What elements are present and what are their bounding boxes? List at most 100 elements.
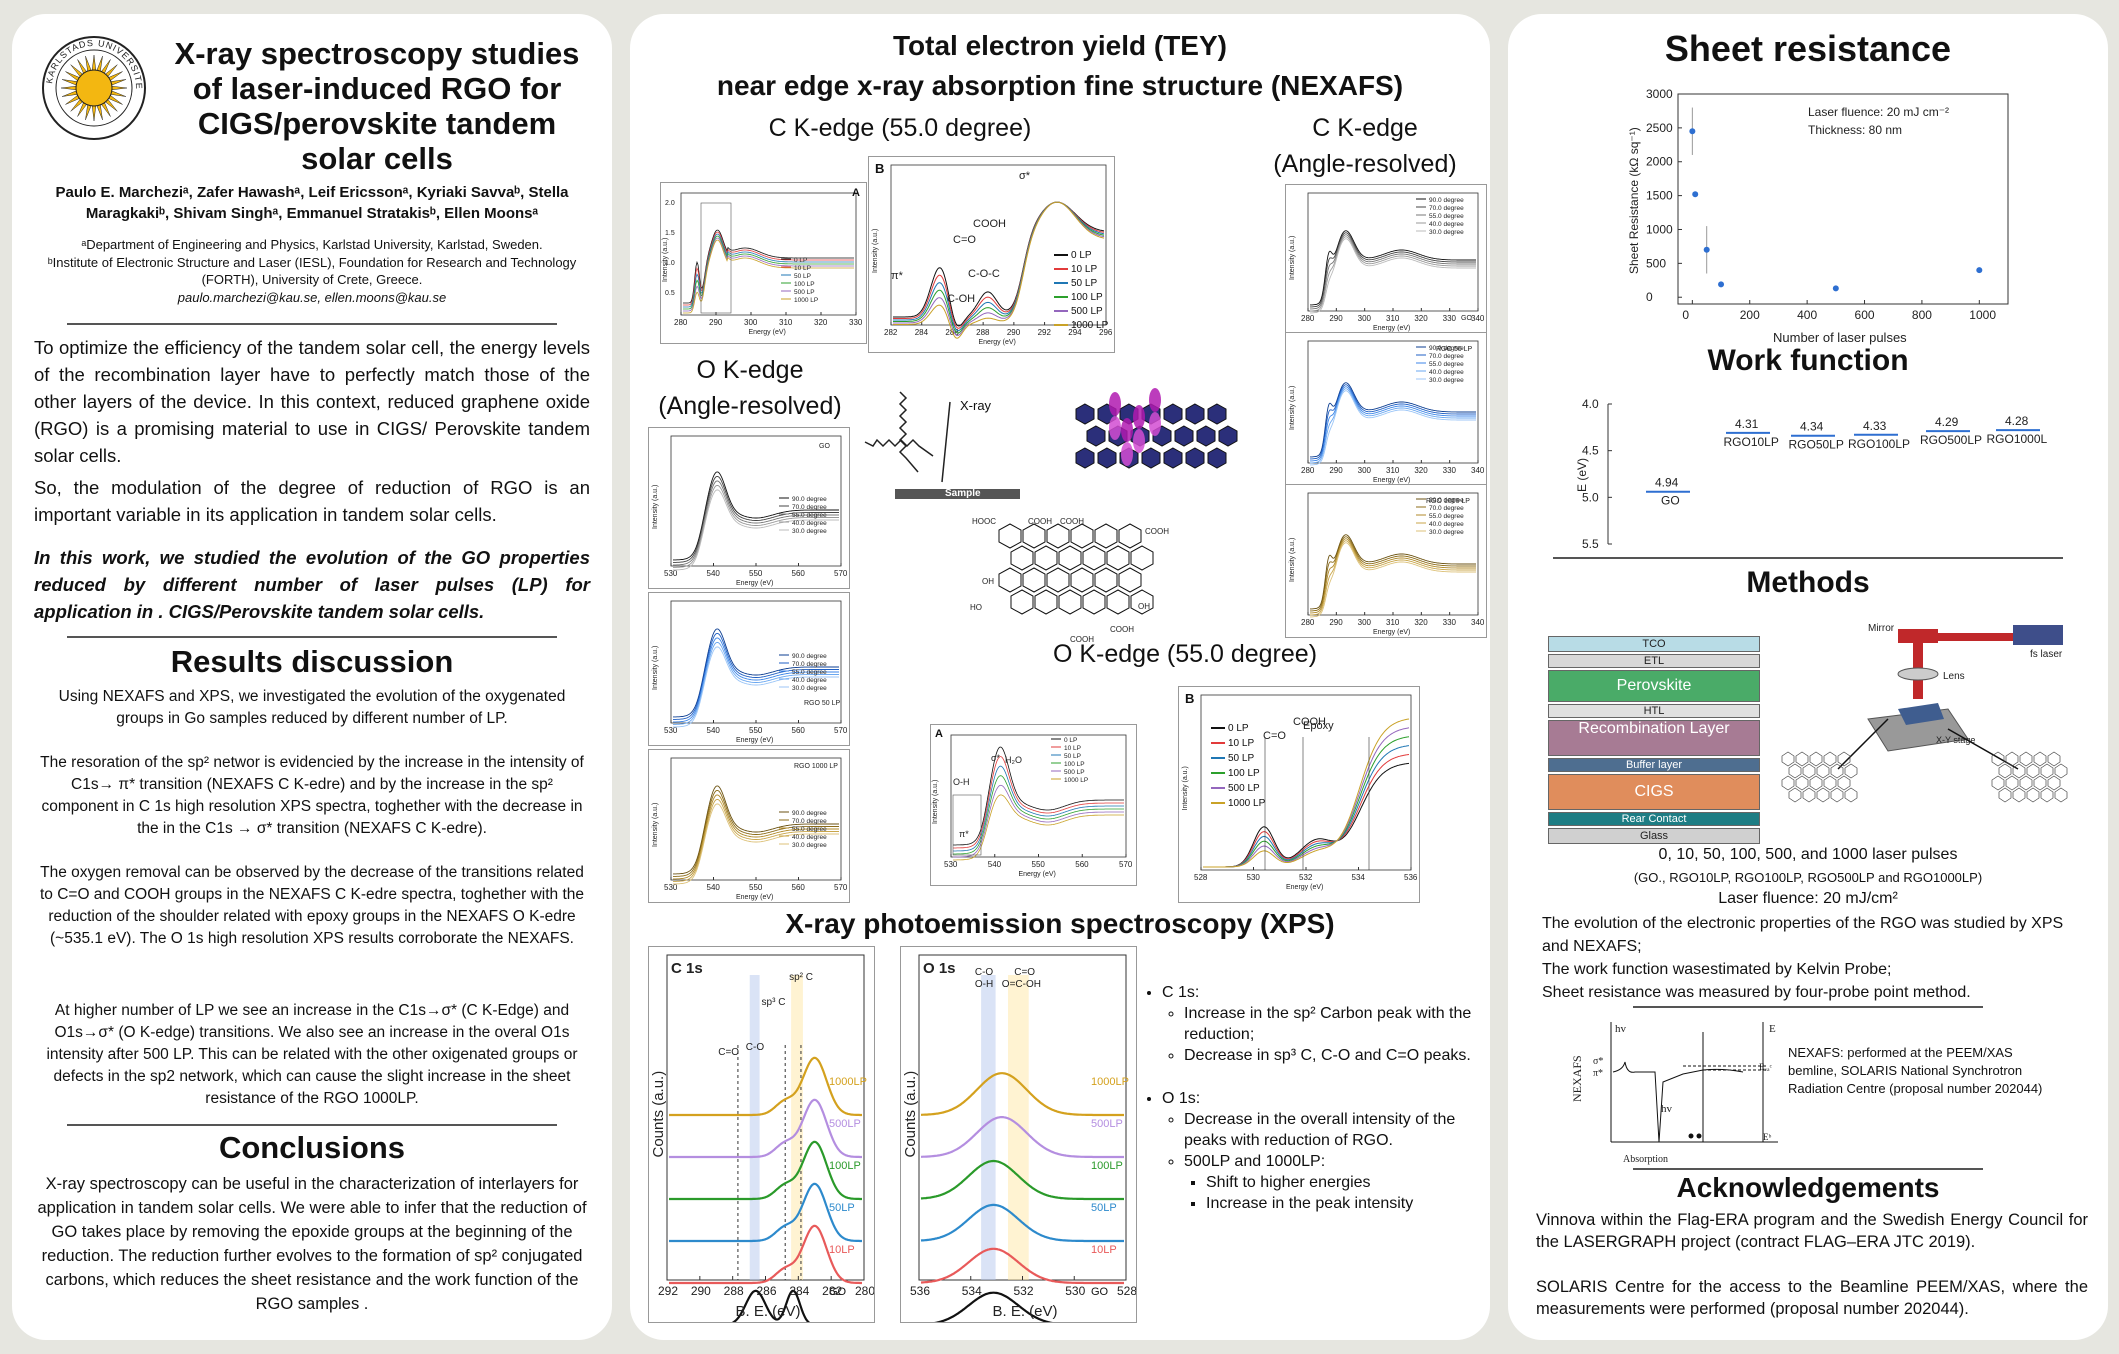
legend-label: 40.0 degree bbox=[1429, 221, 1464, 228]
rgo-ring bbox=[1837, 775, 1851, 791]
peak-annotation: π* bbox=[891, 270, 904, 282]
category-label: RGO50LP bbox=[1789, 438, 1844, 452]
acknowledgement-1: Vinnova within the Flag-ERA program and … bbox=[1536, 1211, 2088, 1251]
legend-label: 30.0 degree bbox=[1429, 377, 1464, 384]
peak-label: sp² C bbox=[789, 972, 813, 983]
tick-label: 300 bbox=[1358, 618, 1372, 627]
legend-label: 90.0 degree bbox=[792, 653, 827, 660]
tick-label: 600 bbox=[1855, 308, 1875, 322]
tick-label: 294 bbox=[1068, 328, 1082, 337]
axis-label: Energy (eV) bbox=[736, 894, 773, 901]
tick-label: 5.5 bbox=[1582, 537, 1599, 551]
axis-label: B. E. (eV) bbox=[736, 1303, 801, 1320]
tick-label: 200 bbox=[1740, 308, 1760, 322]
diagram-label: Eᵥₐᶜ bbox=[1759, 1062, 1773, 1072]
axis-label: Energy (eV) bbox=[1286, 884, 1323, 891]
lens bbox=[1897, 667, 1939, 681]
tick-label: 3000 bbox=[1646, 87, 1673, 101]
divider bbox=[1633, 1168, 1983, 1170]
sample bbox=[1898, 703, 1944, 725]
sample-label: 100LP bbox=[1091, 1160, 1123, 1172]
tick-label: 532 bbox=[1299, 873, 1313, 882]
acknowledgements-heading: Acknowledgements bbox=[1676, 1172, 1940, 1203]
spectrum-line bbox=[953, 775, 1124, 855]
legend-label: 100 LP bbox=[794, 281, 815, 288]
legend-label: 55.0 degree bbox=[792, 669, 827, 676]
axis-label: B. E. (eV) bbox=[993, 1303, 1058, 1320]
functional-group: OH bbox=[982, 577, 994, 586]
carbon-ring bbox=[1046, 523, 1070, 549]
legend-label: 30.0 degree bbox=[1429, 229, 1464, 236]
rgo-ring bbox=[2054, 787, 2068, 803]
xps-spectrum bbox=[921, 1247, 1124, 1285]
tick-label: 800 bbox=[1912, 308, 1932, 322]
stack-layer: Recombination Layer bbox=[1548, 720, 1760, 756]
diagram-label: hv bbox=[1615, 1023, 1627, 1035]
carbon-ring bbox=[1094, 523, 1118, 549]
rgo-ring bbox=[1816, 787, 1830, 803]
axis-label: Counts (a.u.) bbox=[650, 1071, 667, 1158]
poster-title: X-ray spectroscopy studies of laser-indu… bbox=[174, 36, 580, 176]
spectrum-line bbox=[673, 471, 839, 561]
legend-label: 55.0 degree bbox=[1429, 513, 1464, 520]
divider bbox=[67, 636, 557, 638]
orbital bbox=[1109, 392, 1121, 416]
legend-entry: 10 LP bbox=[1054, 263, 1108, 277]
y-axis-label: E (eV) bbox=[1575, 458, 1589, 492]
diagram-label: E bbox=[1769, 1023, 1776, 1035]
tick-label: 4.5 bbox=[1582, 444, 1599, 458]
tick-label: 530 bbox=[1247, 873, 1261, 882]
peak-annotation: C=O bbox=[953, 234, 976, 246]
panel-label: O 1s bbox=[923, 960, 956, 977]
peak-annotation: C-OH bbox=[947, 293, 975, 305]
category-label: RGO10LP bbox=[1724, 435, 1779, 449]
tick-label: 4.0 bbox=[1582, 397, 1599, 411]
legend-label: 30.0 degree bbox=[792, 685, 827, 692]
tick-label: 2500 bbox=[1646, 121, 1673, 135]
axis-label: Energy (eV) bbox=[736, 737, 773, 744]
spectrum-line bbox=[673, 637, 839, 723]
data-point bbox=[1689, 128, 1696, 135]
tick-label: 310 bbox=[779, 318, 793, 327]
peak-label: C-O bbox=[746, 1042, 765, 1053]
legend-entry: 1000 LP bbox=[1054, 319, 1108, 333]
mirror bbox=[1898, 629, 1938, 643]
intro-paragraph-1: To optimize the efficiency of the tandem… bbox=[34, 337, 590, 466]
tick-label: 280 bbox=[855, 1284, 874, 1298]
value-label: 4.34 bbox=[1800, 420, 1824, 434]
graphene-orbital-illustration bbox=[1075, 388, 1238, 469]
rgo-ring bbox=[1809, 775, 1823, 791]
okedge-angle-rgo50: 530 540 550 560 570 Intensity (a.u.) Energy (e… bbox=[648, 592, 850, 746]
setup-label: Mirror bbox=[1868, 623, 1895, 634]
tick-label: 530 bbox=[1065, 1284, 1085, 1298]
tick-label: 530 bbox=[664, 569, 678, 578]
tick-label: 2000 bbox=[1646, 155, 1673, 169]
tick-label: 532 bbox=[1014, 1284, 1034, 1298]
ckedge-angle-rgo50: 280 290 300 310 320 330 340 Intensity (a.u.) Ene… bbox=[1285, 332, 1487, 486]
legend-label: 0 LP bbox=[1064, 737, 1077, 744]
setup-label: fs laser bbox=[2030, 649, 2063, 660]
carbon-ring bbox=[1075, 403, 1095, 425]
carbon-ring bbox=[1163, 447, 1183, 469]
spectrum-line bbox=[1310, 230, 1476, 306]
sample-label: 1000LP bbox=[1091, 1076, 1129, 1088]
axis-label: Intensity (a.u.) bbox=[1289, 386, 1296, 430]
device-stack-diagram: TCO ETL Perovskite HTL Recombination Layer Bu… bbox=[1538, 624, 1778, 844]
x-axis-label: Number of laser pulses bbox=[1773, 330, 1907, 345]
spectrum-line bbox=[1310, 390, 1476, 466]
tick-label: 570 bbox=[834, 883, 848, 892]
sample-label: RGO 1000 LP bbox=[1426, 498, 1470, 505]
axis-label: Energy (eV) bbox=[1373, 629, 1410, 636]
sample-label: 10LP bbox=[829, 1244, 855, 1256]
legend-label: 30.0 degree bbox=[792, 528, 827, 535]
spectrum-line bbox=[953, 746, 1124, 846]
axis-label: Intensity (a.u.) bbox=[652, 646, 659, 690]
carbon-ring bbox=[1082, 589, 1106, 615]
tick-label: 292 bbox=[658, 1284, 678, 1298]
axis-label: Intensity (a.u.) bbox=[662, 238, 669, 282]
tick-label: 550 bbox=[1032, 860, 1046, 869]
divider bbox=[1633, 1006, 1983, 1008]
carbon-ring bbox=[998, 523, 1022, 549]
functional-group: HOOC bbox=[972, 517, 996, 526]
divider bbox=[1553, 557, 2063, 559]
